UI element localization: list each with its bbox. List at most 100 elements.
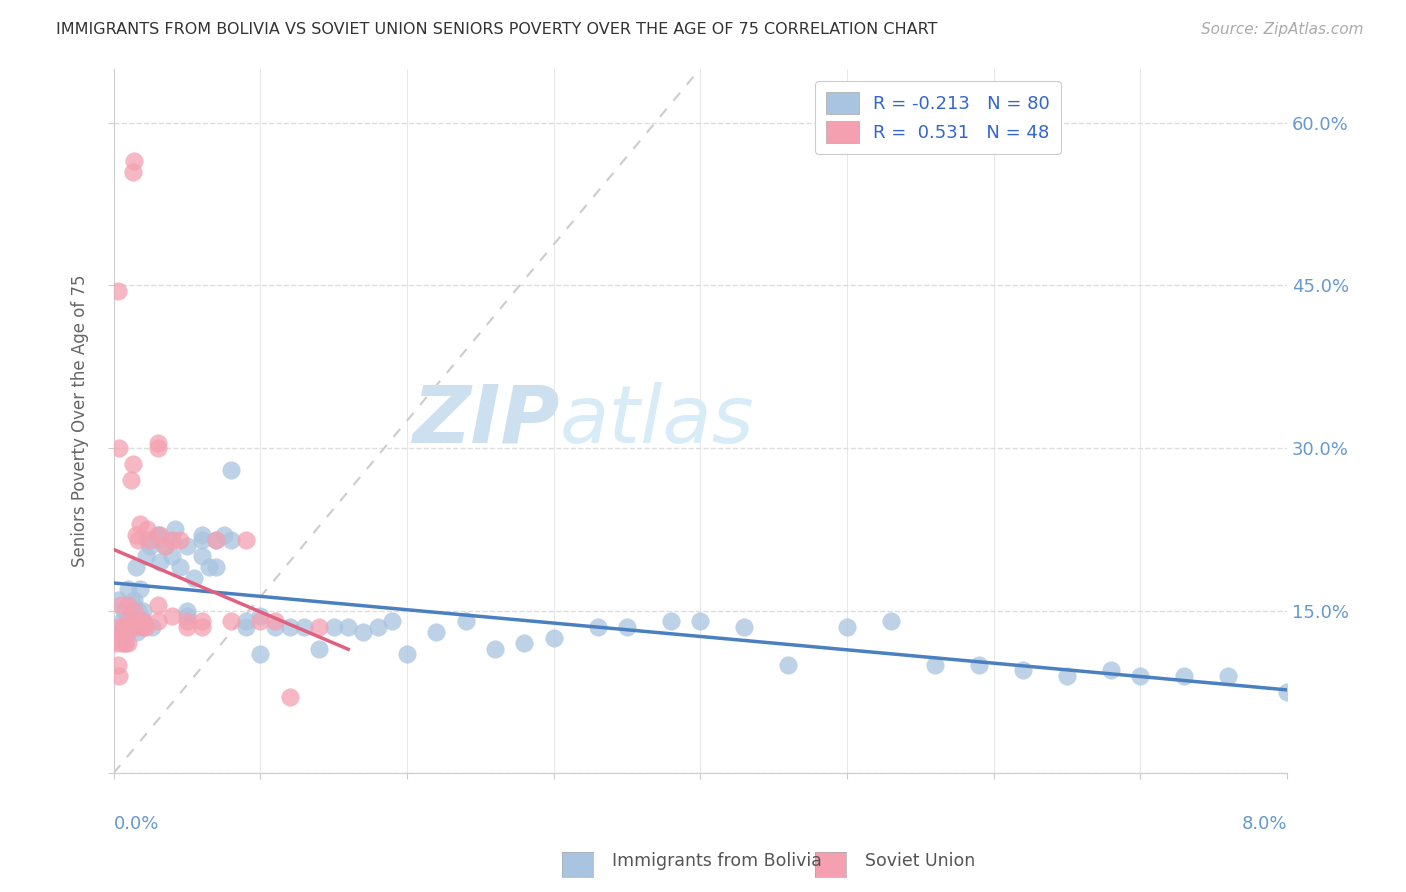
Point: [165, 522, 187, 536]
Text: atlas: atlas: [560, 382, 754, 460]
Point: [122, 603, 145, 617]
Point: [107, 284, 129, 298]
Point: [733, 620, 755, 634]
Point: [1099, 663, 1122, 677]
Point: [121, 164, 143, 178]
Point: [381, 615, 404, 629]
Point: [835, 620, 858, 634]
Point: [395, 647, 418, 661]
Point: [139, 533, 162, 548]
Point: [120, 620, 142, 634]
Point: [278, 690, 301, 705]
Point: [176, 615, 198, 629]
Text: ZIP: ZIP: [412, 382, 560, 460]
Point: [129, 516, 152, 531]
Point: [924, 657, 946, 672]
Point: [117, 615, 139, 629]
Point: [105, 636, 128, 650]
Text: Immigrants from Bolivia: Immigrants from Bolivia: [612, 852, 821, 870]
Point: [132, 620, 155, 634]
Point: [278, 620, 301, 634]
Point: [160, 549, 183, 564]
Point: [235, 533, 257, 548]
Point: [263, 620, 285, 634]
Point: [322, 620, 344, 634]
Point: [115, 620, 138, 634]
Point: [135, 620, 157, 634]
Point: [146, 441, 169, 455]
Legend: R = -0.213   N = 80, R =  0.531   N = 48: R = -0.213 N = 80, R = 0.531 N = 48: [815, 81, 1060, 154]
Point: [1011, 663, 1033, 677]
Point: [124, 560, 146, 574]
Point: [114, 636, 136, 650]
Point: [149, 527, 172, 541]
Point: [176, 539, 198, 553]
Point: [1173, 668, 1195, 682]
Point: [169, 560, 191, 574]
Point: [135, 549, 157, 564]
Point: [425, 625, 447, 640]
Point: [190, 620, 212, 634]
Text: IMMIGRANTS FROM BOLIVIA VS SOVIET UNION SENIORS POVERTY OVER THE AGE OF 75 CORRE: IMMIGRANTS FROM BOLIVIA VS SOVIET UNION …: [56, 22, 938, 37]
Point: [124, 620, 146, 634]
Point: [141, 620, 163, 634]
Point: [880, 615, 903, 629]
Point: [127, 603, 149, 617]
Point: [308, 641, 330, 656]
Point: [205, 560, 228, 574]
Point: [352, 625, 374, 640]
Point: [146, 533, 169, 548]
Point: [190, 533, 212, 548]
Point: [112, 620, 135, 634]
Point: [146, 435, 169, 450]
Point: [689, 615, 711, 629]
Point: [967, 657, 990, 672]
Point: [190, 549, 212, 564]
Point: [219, 533, 242, 548]
Point: [212, 527, 235, 541]
Point: [616, 620, 638, 634]
Point: [115, 615, 138, 629]
Point: [125, 625, 148, 640]
Point: [136, 522, 159, 536]
Point: [263, 615, 285, 629]
Point: [122, 153, 145, 168]
Point: [121, 598, 143, 612]
Point: [190, 615, 212, 629]
Point: [153, 539, 176, 553]
Point: [129, 582, 152, 596]
Point: [110, 636, 132, 650]
Point: [146, 598, 169, 612]
Point: [249, 615, 271, 629]
Point: [308, 620, 330, 634]
Point: [132, 615, 155, 629]
Point: [117, 625, 139, 640]
Point: [205, 533, 228, 548]
Point: [120, 615, 142, 629]
Point: [114, 636, 136, 650]
Point: [513, 636, 536, 650]
Text: 8.0%: 8.0%: [1241, 815, 1286, 833]
Point: [176, 603, 198, 617]
Point: [1275, 685, 1298, 699]
Point: [110, 598, 132, 612]
Point: [108, 620, 131, 634]
Text: Soviet Union: Soviet Union: [865, 852, 974, 870]
Text: 0.0%: 0.0%: [114, 815, 159, 833]
Point: [367, 620, 389, 634]
Point: [132, 620, 155, 634]
Point: [132, 615, 155, 629]
Point: [454, 615, 477, 629]
Point: [107, 592, 129, 607]
Point: [110, 625, 132, 640]
Point: [117, 582, 139, 596]
Point: [219, 615, 242, 629]
Point: [235, 620, 257, 634]
Point: [111, 625, 134, 640]
Point: [146, 615, 169, 629]
Point: [121, 457, 143, 471]
Point: [160, 533, 183, 548]
Point: [136, 533, 159, 548]
Point: [120, 474, 142, 488]
Point: [169, 533, 191, 548]
